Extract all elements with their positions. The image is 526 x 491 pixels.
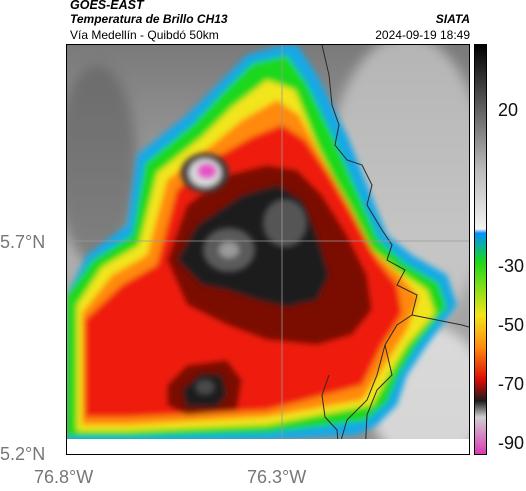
lat-tick-label: 5.2°N bbox=[0, 444, 46, 464]
colorbar-tick-label: -50 bbox=[498, 315, 525, 335]
brightness-temperature-map bbox=[57, 35, 487, 465]
colorbar-tick-label: -70 bbox=[498, 374, 525, 394]
satellite-map[interactable] bbox=[57, 35, 487, 465]
satellite-title: GOES-EAST bbox=[70, 0, 144, 12]
coldest-spot bbox=[198, 164, 216, 178]
colorbar bbox=[474, 44, 487, 455]
colorbar-tick-label: -30 bbox=[498, 256, 525, 276]
lat-tick-label: 5.7°N bbox=[0, 232, 46, 252]
lon-tick-label: 76.8°W bbox=[34, 467, 94, 487]
datetime-label: 2024-09-19 18:49 bbox=[375, 28, 470, 42]
lon-tick-label: 76.3°W bbox=[247, 467, 307, 487]
colorbar-tick-label: -90 bbox=[498, 433, 525, 453]
region-subtitle: Vía Medellín - Quibdó 50km bbox=[70, 28, 219, 42]
admin-border bbox=[321, 44, 418, 455]
product-title: Temperatura de Brillo CH13 bbox=[70, 12, 228, 26]
colorbar-tick-label: 20 bbox=[498, 100, 519, 120]
agency-label: SIATA bbox=[435, 12, 470, 26]
